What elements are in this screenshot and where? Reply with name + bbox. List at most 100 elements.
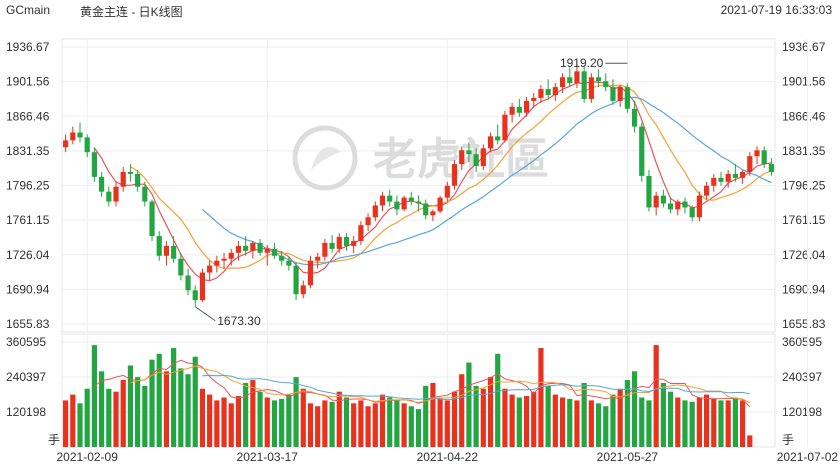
candle-body: [156, 236, 162, 256]
candle-body: [423, 203, 429, 216]
candle-body: [379, 195, 386, 206]
candle-body: [495, 136, 501, 141]
volume-bar: [120, 380, 126, 447]
candle-body: [487, 136, 494, 149]
volume-bar: [711, 398, 717, 447]
volume-bar: [113, 391, 119, 447]
volume-bar: [444, 400, 450, 447]
candle-body: [106, 191, 112, 202]
candle-body: [523, 100, 530, 113]
candle-body: [257, 242, 263, 253]
candle-body: [768, 164, 774, 172]
tiger-logo-mark: [311, 146, 341, 170]
volume-bar: [214, 400, 220, 447]
volume-bar: [228, 403, 234, 447]
volume-bar: [646, 400, 652, 447]
ma10-line: [130, 84, 772, 270]
volume-tick-right: 240397: [782, 370, 822, 384]
candle-body: [502, 114, 508, 141]
candle-body: [221, 258, 227, 261]
candle-body: [199, 272, 206, 301]
volume-bar: [185, 374, 191, 447]
price-tick-left: 1761.15: [6, 213, 50, 227]
candle-body: [631, 108, 638, 127]
volume-bar: [415, 409, 422, 447]
volume-bar: [264, 397, 270, 447]
volume-bar: [581, 382, 587, 447]
volume-bar: [495, 353, 501, 447]
volume-bar: [718, 400, 724, 447]
price-tick-left: 1796.25: [6, 179, 50, 193]
candle-body: [473, 154, 479, 167]
price-tick-right: 1866.46: [782, 109, 826, 123]
volume-bar: [250, 380, 256, 447]
volume-bar: [703, 394, 710, 447]
candle-body: [70, 132, 76, 141]
price-tick-left: 1831.35: [6, 144, 50, 158]
candle-body: [437, 197, 443, 212]
candle-body: [365, 217, 371, 226]
volume-bar: [739, 400, 746, 447]
volume-bar: [70, 394, 76, 447]
volume-tick-left: 120198: [6, 405, 46, 419]
volume-tick-left: 360595: [6, 335, 46, 349]
candle-body: [696, 195, 702, 218]
candle-body: [315, 256, 321, 261]
volume-bar: [523, 396, 530, 447]
volume-bar: [127, 365, 134, 447]
chart-title: 黄金主连 - 日K线图: [80, 5, 183, 19]
candle-body: [264, 248, 270, 253]
volume-tick-left: 240397: [6, 370, 46, 384]
candle-body: [415, 201, 422, 204]
candle-body: [617, 87, 623, 101]
volume-bar: [567, 398, 573, 447]
low-price-label: 1673.30: [217, 314, 261, 328]
volume-bar: [293, 377, 299, 447]
volume-bar: [156, 353, 162, 447]
volume-ma10-line: [130, 365, 751, 404]
price-tick-right: 1655.83: [782, 317, 826, 331]
volume-bar: [199, 388, 206, 447]
volume-bar: [538, 347, 544, 447]
candle-body: [682, 201, 688, 208]
volume-bar: [91, 345, 98, 447]
candle-body: [243, 245, 249, 251]
candle-body: [516, 106, 522, 113]
candle-body: [639, 126, 645, 176]
candle-body: [329, 242, 335, 249]
candle-body: [603, 81, 609, 88]
volume-bar: [430, 382, 436, 447]
volume-bar: [271, 400, 278, 447]
volume-bar: [329, 401, 335, 447]
candle-body: [120, 171, 126, 187]
volume-bar: [286, 394, 292, 447]
volume-bar: [480, 388, 486, 447]
candle-body: [91, 152, 98, 177]
candle-body: [675, 201, 681, 210]
volume-bar: [235, 396, 242, 447]
candle-body: [739, 171, 746, 178]
volume-bar: [451, 391, 458, 447]
volume-bar: [696, 397, 702, 447]
candle-body: [747, 156, 753, 172]
candle-body: [250, 242, 256, 251]
volume-bar: [473, 385, 479, 447]
volume-bar: [732, 397, 738, 447]
candle-body: [300, 285, 306, 295]
volume-bar: [84, 388, 90, 447]
volume-bar: [135, 377, 141, 447]
price-tick-left: 1936.67: [6, 40, 50, 54]
candle-body: [408, 197, 414, 202]
tiger-logo-icon: [292, 125, 358, 191]
candle-body: [567, 77, 573, 84]
price-tick-right: 1726.04: [782, 248, 826, 262]
candle-body: [725, 173, 731, 182]
volume-bar: [617, 388, 623, 447]
volume-bar: [574, 400, 580, 447]
candle-body: [761, 150, 767, 165]
price-tick-right: 1761.15: [782, 213, 826, 227]
volume-bar: [595, 403, 602, 447]
volume-bar: [315, 406, 321, 447]
candle-body: [754, 150, 760, 157]
